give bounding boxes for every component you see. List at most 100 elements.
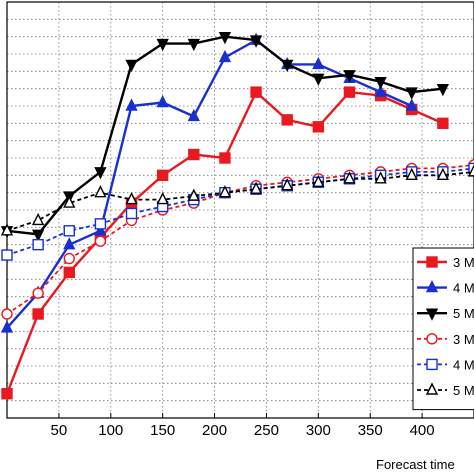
data-point xyxy=(94,235,107,247)
data-point xyxy=(405,167,418,181)
legend-box xyxy=(412,247,474,411)
data-point xyxy=(437,117,449,130)
series-line xyxy=(6,167,474,256)
legend-label: 5 M xyxy=(453,383,474,398)
data-point xyxy=(187,188,200,201)
data-point xyxy=(218,31,232,45)
data-point xyxy=(188,148,200,161)
grid xyxy=(7,2,474,418)
data-point xyxy=(156,169,169,182)
legend-swatch-marker xyxy=(426,358,438,371)
data-point xyxy=(63,266,75,279)
x-tick-label: 150 xyxy=(150,422,175,439)
data-point xyxy=(343,86,356,98)
legend-swatch-marker xyxy=(426,333,438,345)
x-tick-label: 250 xyxy=(254,422,279,439)
legend-label: 4 M xyxy=(453,357,474,372)
legend-label: 4 M xyxy=(453,281,474,296)
data-point xyxy=(219,152,231,164)
data-point xyxy=(32,308,44,320)
data-point xyxy=(32,287,44,299)
data-point xyxy=(187,38,200,52)
x-tick-label: 400 xyxy=(410,422,435,439)
legend-entry: 5 M xyxy=(417,306,474,321)
data-point xyxy=(405,87,418,100)
data-point xyxy=(249,35,263,48)
data-point xyxy=(1,249,13,261)
legend-swatch-marker xyxy=(425,280,439,293)
data-point xyxy=(125,59,138,72)
data-point xyxy=(281,178,294,191)
x-tick-label: 50 xyxy=(51,422,68,439)
data-point xyxy=(250,86,262,98)
data-point xyxy=(94,223,107,236)
data-point xyxy=(94,185,107,198)
data-point xyxy=(468,162,474,175)
x-tick-label: 100 xyxy=(98,422,123,439)
x-tick-label: 200 xyxy=(202,422,227,439)
legend-label: 3 M xyxy=(453,332,474,347)
data-point xyxy=(94,218,107,230)
data-point xyxy=(374,77,387,90)
data-point xyxy=(125,207,138,220)
data-point xyxy=(312,174,325,187)
legend-label: 5 M xyxy=(453,306,474,321)
legend-swatch-marker xyxy=(425,308,439,321)
legend-entry: 3 M xyxy=(417,255,474,270)
x-tick-label: 300 xyxy=(306,422,331,439)
data-point xyxy=(32,212,45,226)
data-point xyxy=(63,225,75,237)
data-point xyxy=(467,164,474,177)
legend-entry: 3 M xyxy=(417,332,474,347)
data-point xyxy=(63,195,76,208)
legend-entry: 4 M xyxy=(417,280,474,296)
legend: 3 M 4 M 5 M 3 M 4 M 5 M xyxy=(412,247,474,411)
data-point xyxy=(156,94,169,108)
series-4 xyxy=(1,159,474,320)
data-point xyxy=(94,167,107,180)
data-point xyxy=(1,388,13,400)
data-point xyxy=(281,114,293,126)
data-point xyxy=(218,49,232,63)
data-point xyxy=(63,237,76,250)
x-tick-label: 350 xyxy=(358,422,383,439)
data-point xyxy=(281,59,294,72)
series-line xyxy=(6,164,474,315)
x-axis-title: Forecast time xyxy=(376,457,455,472)
data-point xyxy=(63,252,75,265)
data-point xyxy=(1,308,13,320)
legend-entry: 4 M xyxy=(417,357,474,372)
data-point xyxy=(32,238,44,251)
data-point xyxy=(0,223,14,236)
series-line xyxy=(6,171,474,232)
series-6 xyxy=(0,164,474,236)
plot-frame xyxy=(6,1,474,419)
data-point xyxy=(343,70,356,83)
data-point xyxy=(436,83,449,97)
legend-label: 3 M xyxy=(453,255,474,270)
data-point xyxy=(312,121,325,133)
legend-swatch-marker xyxy=(425,382,439,395)
data-point xyxy=(156,38,169,52)
data-point xyxy=(187,108,200,122)
data-point xyxy=(32,229,45,242)
data-point xyxy=(405,98,418,111)
data-point xyxy=(125,192,138,205)
data-point xyxy=(0,320,14,333)
legend-swatch-marker xyxy=(426,256,438,268)
data-point xyxy=(374,171,387,184)
data-point xyxy=(249,181,263,194)
x-axis-ticks: 50 100 150 200 250 300 350 400 xyxy=(51,413,435,439)
data-point xyxy=(436,167,449,181)
series-3 xyxy=(0,31,449,242)
data-point xyxy=(125,98,138,111)
legend-entry: 5 M xyxy=(417,382,474,398)
data-point xyxy=(156,192,169,205)
data-point xyxy=(374,84,387,97)
data-point xyxy=(312,73,325,86)
data-point xyxy=(343,171,356,184)
data-point xyxy=(312,56,325,70)
data-point xyxy=(218,185,232,198)
series-group xyxy=(0,31,474,400)
